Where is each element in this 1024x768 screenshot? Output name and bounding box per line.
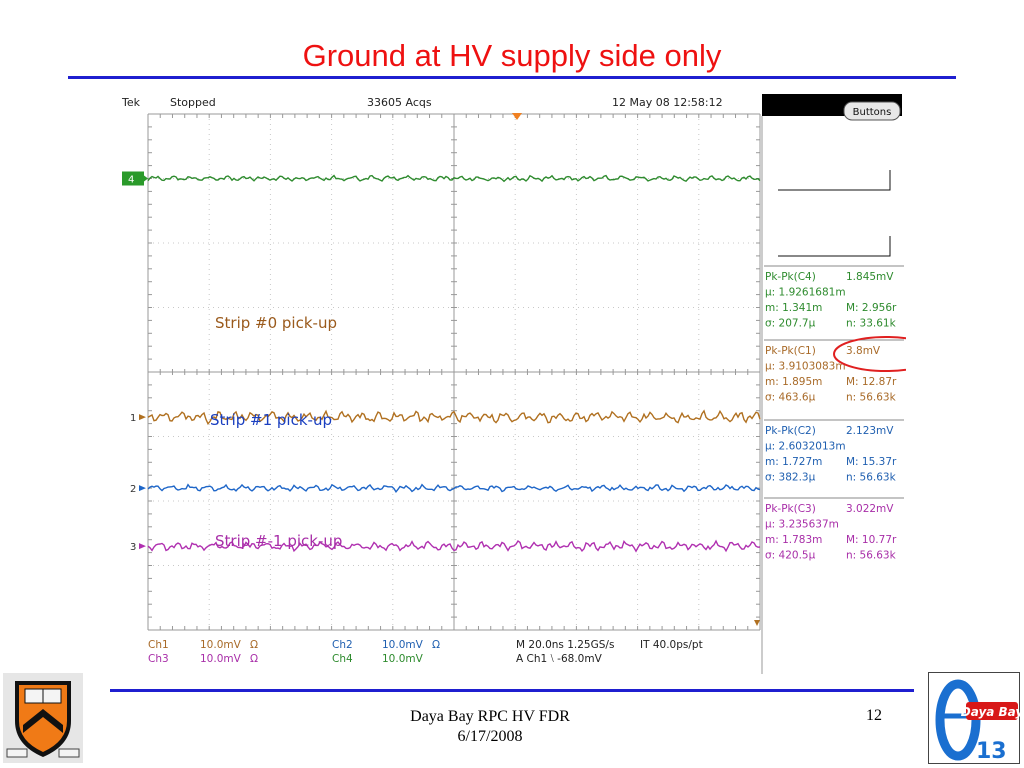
svg-text:Ω: Ω — [250, 639, 258, 651]
measurement-text: m: 1.783m — [765, 534, 822, 546]
measurement-text: 2.123mV — [846, 425, 894, 437]
measurement-text: M: 10.77r — [846, 534, 897, 546]
measurement-text: m: 1.727m — [765, 456, 822, 468]
measurement-text: σ: 420.5μ — [765, 550, 816, 562]
label-strip-1: Strip #1 pick-up — [210, 411, 332, 429]
marker-ch3-label: 3 — [130, 542, 136, 553]
marker-ch1-label: 1 — [130, 413, 136, 424]
label-strip-minus-1: Strip #-1 pick-up — [215, 532, 342, 550]
svg-text:Ω: Ω — [432, 639, 440, 651]
scope-state: Stopped — [170, 96, 216, 109]
channel-settings: Ch1 10.0mV Ω Ch3 10.0mV Ω Ch2 10.0mV Ω C… — [148, 639, 703, 665]
trigger-position-marker — [512, 113, 522, 120]
measurement-text: n: 56.63k — [846, 392, 897, 404]
buttons-label: Buttons — [853, 107, 892, 118]
svg-text:10.0mV: 10.0mV — [200, 639, 242, 651]
footer-rule — [110, 689, 914, 692]
measurement-text: σ: 207.7μ — [765, 318, 816, 330]
measurement-text: μ: 3.235637m — [765, 519, 839, 531]
measurement-text: 3.022mV — [846, 503, 894, 515]
measurement-text: n: 33.61k — [846, 318, 897, 330]
trace-ch3 — [147, 539, 761, 553]
slide-title: Ground at HV supply side only — [302, 38, 722, 73]
highlight-ellipse — [833, 336, 906, 372]
daya-bay-logo: Daya Bay 13 — [928, 672, 1020, 764]
measurement-text: μ: 3.9103083m — [765, 361, 846, 373]
svg-text:10.0mV: 10.0mV — [200, 653, 242, 665]
label-strip-0: Strip #0 pick-up — [215, 314, 337, 332]
measurement-text: n: 56.63k — [846, 472, 897, 484]
measurement-text: 1.845mV — [846, 271, 894, 283]
measurement-text: M: 15.37r — [846, 456, 897, 468]
svg-text:Ω: Ω — [250, 653, 258, 665]
trace-ch4 — [147, 174, 761, 183]
svg-text:IT 40.0ps/pt: IT 40.0ps/pt — [640, 639, 703, 651]
marker-ch4-label: 4 — [128, 175, 134, 186]
measurement-text: m: 1.895m — [765, 376, 822, 388]
svg-text:Ch4: Ch4 — [332, 653, 353, 665]
marker-ch4 — [122, 171, 144, 186]
footer-text: Daya Bay RPC HV FDR 6/17/2008 — [340, 707, 640, 747]
measurement-text: Pk-Pk(C2) — [765, 425, 816, 437]
trigger-level-marker — [754, 620, 760, 626]
princeton-shield-logo — [3, 673, 83, 763]
scope-acqs: 33605 Acqs — [367, 96, 432, 109]
measurement-text: Pk-Pk(C1) — [765, 345, 816, 357]
measurement-text: M: 2.956r — [846, 302, 897, 314]
scope-brand: Tek — [121, 96, 141, 109]
trace-ch2 — [147, 483, 761, 494]
trace-ch1 — [147, 409, 761, 425]
waveforms: 4 1 2 3 — [122, 171, 761, 553]
daya-bay-logo-text: Daya Bay — [961, 705, 1020, 719]
measurement-block — [764, 268, 904, 344]
measurement-block — [764, 422, 904, 498]
daya-bay-logo-number: 13 — [976, 739, 1007, 764]
oscilloscope-screenshot: Tek Stopped 33605 Acqs 12 May 08 12:58:1… — [120, 92, 906, 674]
measurement-text: μ: 2.6032013m — [765, 441, 846, 453]
measurement-text: σ: 463.6μ — [765, 392, 816, 404]
measurement-text: m: 1.341m — [765, 302, 822, 314]
measurement-text: σ: 382.3μ — [765, 472, 816, 484]
page-number: 12 — [866, 707, 882, 724]
svg-text:Ch2: Ch2 — [332, 639, 353, 651]
svg-text:A Ch1 ⧵ -68.0mV: A Ch1 ⧵ -68.0mV — [516, 653, 603, 665]
title-rule — [68, 76, 956, 79]
svg-text:10.0mV: 10.0mV — [382, 653, 424, 665]
measurement-text: Pk-Pk(C3) — [765, 503, 816, 515]
svg-text:M 20.0ns 1.25GS/s: M 20.0ns 1.25GS/s — [516, 639, 614, 651]
measurement-text: M: 12.87r — [846, 376, 897, 388]
measurement-text: 3.8mV — [846, 345, 881, 357]
measurement-text: n: 56.63k — [846, 550, 897, 562]
buttons-button[interactable] — [843, 101, 901, 121]
scope-datetime: 12 May 08 12:58:12 — [612, 96, 723, 109]
svg-text:10.0mV: 10.0mV — [382, 639, 424, 651]
measurement-block — [764, 500, 904, 576]
footer-title: Daya Bay RPC HV FDR — [410, 708, 570, 725]
measurement-text: μ: 1.9261681m — [765, 287, 846, 299]
footer-date: 6/17/2008 — [457, 728, 523, 745]
svg-text:Ch3: Ch3 — [148, 653, 169, 665]
marker-ch2-label: 2 — [130, 484, 136, 495]
measurement-text: Pk-Pk(C4) — [765, 271, 816, 283]
svg-text:Ch1: Ch1 — [148, 639, 169, 651]
